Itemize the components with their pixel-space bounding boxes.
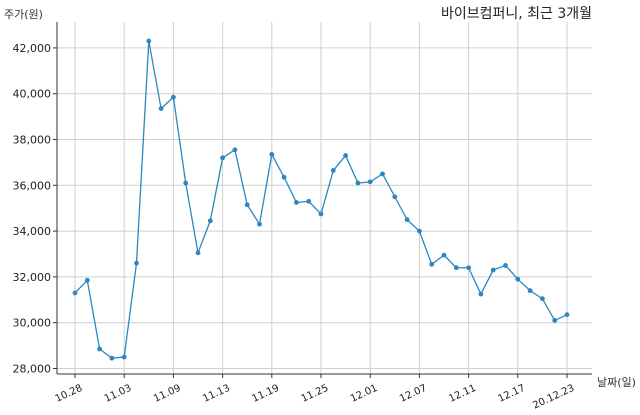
data-point [220,155,226,161]
axis-layer: 28,000 30,000 32,000 34,000 36,000 38,000 40,0… [13,22,592,412]
data-point [552,318,558,323]
data-point [244,202,250,208]
data-point [207,218,213,224]
data-point [367,179,373,185]
data-point [503,263,508,268]
x-tick-label: 12.11 [447,383,478,405]
data-point [527,288,533,294]
data-point [453,265,459,271]
data-point [380,171,385,177]
data-point [404,217,410,223]
y-axis-label: 주가(원) [4,8,43,21]
x-tick-label: 10.28 [54,383,85,405]
data-point [318,211,324,217]
data-point [306,198,312,204]
y-tick-label: 42,000 [13,42,52,55]
grid-layer [57,22,592,374]
x-tick-label: 11.13 [201,383,232,405]
data-point [121,354,127,360]
data-point [84,277,90,283]
data-point [269,151,275,157]
x-axis-label: 날짜(일) [597,375,636,389]
data-point [281,174,287,180]
data-point [158,106,164,111]
x-tick-label: 12.17 [496,383,527,405]
x-tick-label: 12.07 [398,383,429,405]
data-point [183,180,189,186]
data-point [134,260,139,266]
data-point [429,261,435,267]
data-point [564,312,570,318]
data-point [392,194,398,200]
data-point [97,346,102,352]
y-tick-label: 38,000 [13,134,52,147]
data-point [109,355,115,361]
x-tick-label: 11.19 [250,383,281,405]
data-point [466,265,471,271]
x-tick-label: 11.25 [300,383,331,405]
series-layer [72,38,570,361]
x-tick-label: 11.03 [103,383,134,405]
x-tick-label: 12.01 [349,383,380,405]
data-point [540,296,545,302]
data-point [146,38,152,44]
data-point [171,94,176,100]
data-point [490,267,496,273]
data-point [441,252,447,258]
data-point [343,153,348,158]
data-point [355,180,361,186]
data-point [294,200,299,205]
data-point [417,228,422,234]
y-tick-label: 36,000 [13,179,52,192]
data-point [515,276,521,282]
data-point [232,147,238,153]
y-tick-label: 34,000 [13,225,52,238]
x-tick-label: 20.12.23 [531,383,576,412]
y-tick-label: 28,000 [13,363,52,376]
data-point [257,221,262,227]
x-tick-label: 11.09 [152,383,183,405]
y-tick-label: 30,000 [13,317,52,330]
y-tick-label: 32,000 [13,271,52,284]
data-point [330,168,336,173]
chart-title: 바이브컴퍼니, 최근 3개월 [441,6,592,22]
y-tick-label: 40,000 [13,88,52,101]
data-point [72,290,78,296]
data-point [195,250,201,256]
data-point [478,291,484,297]
